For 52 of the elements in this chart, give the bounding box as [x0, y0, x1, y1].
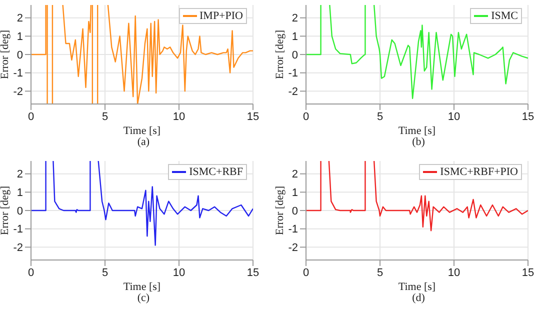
y-axis-title: Error [deg] — [274, 186, 286, 236]
y-tick-label: -2 — [288, 86, 298, 98]
x-tick-label: 15 — [522, 110, 534, 123]
x-tick-label: 0 — [28, 266, 34, 279]
y-axis-title: Error [deg] — [0, 186, 11, 236]
y-tick-label: 0 — [292, 49, 298, 62]
legend-label: ISMC — [491, 9, 518, 23]
y-tick-label: 1 — [292, 31, 298, 44]
x-tick-label: 15 — [246, 110, 260, 123]
text: (c) — [136, 292, 151, 304]
x-tick-label: 0 — [302, 110, 310, 123]
x-axis-title: Time [s] — [398, 125, 436, 137]
x-tick-label: 15 — [522, 266, 534, 279]
y-tick-label: -2 — [13, 86, 23, 98]
y-tick-label: 0 — [292, 205, 298, 218]
x-tick-label: 10 — [448, 266, 460, 279]
x-tick-label: 15 — [246, 266, 260, 279]
x-axis-title: Time [s] — [123, 125, 161, 137]
legend-label: ISMC+RBF+PIO — [440, 165, 518, 179]
text: (b) — [411, 136, 426, 148]
x-axis-title: Time [s] — [123, 281, 161, 293]
x-tick-label: 10 — [172, 266, 186, 279]
y-tick-label: 0 — [16, 205, 23, 218]
y-axis-title: Error [deg] — [0, 30, 11, 80]
y-tick-label: -1 — [13, 68, 23, 80]
y-tick-label: -1 — [288, 224, 298, 236]
x-tick-label: 0 — [302, 266, 310, 279]
x-tick-label: 5 — [376, 266, 384, 279]
x-tick-label: 5 — [376, 110, 384, 123]
y-tick-label: 1 — [16, 31, 23, 44]
y-tick-label: -1 — [13, 224, 23, 236]
y-tick-label: 2 — [16, 168, 23, 181]
y-tick-label: 1 — [292, 187, 298, 200]
legend-label: IMP+PIO — [200, 9, 243, 23]
y-tick-label: -2 — [13, 242, 23, 254]
y-tick-label: 1 — [16, 187, 23, 200]
x-tick-label: 10 — [172, 110, 186, 123]
x-tick-label: 5 — [102, 266, 108, 279]
text: (a) — [136, 136, 151, 148]
y-tick-label: 2 — [292, 12, 298, 25]
x-tick-label: 10 — [448, 110, 460, 123]
x-tick-label: 0 — [28, 110, 34, 123]
y-tick-label: -2 — [288, 242, 298, 254]
x-axis-title: Time [s] — [398, 281, 436, 293]
text: (d) — [411, 292, 426, 304]
y-tick-label: -1 — [288, 68, 298, 80]
legend-label: ISMC+RBF — [189, 165, 243, 179]
x-tick-label: 5 — [102, 110, 108, 123]
y-axis-title: Error [deg] — [274, 30, 286, 80]
y-tick-label: 2 — [16, 12, 23, 25]
y-tick-label: 0 — [16, 49, 23, 62]
y-tick-label: 2 — [292, 168, 298, 181]
